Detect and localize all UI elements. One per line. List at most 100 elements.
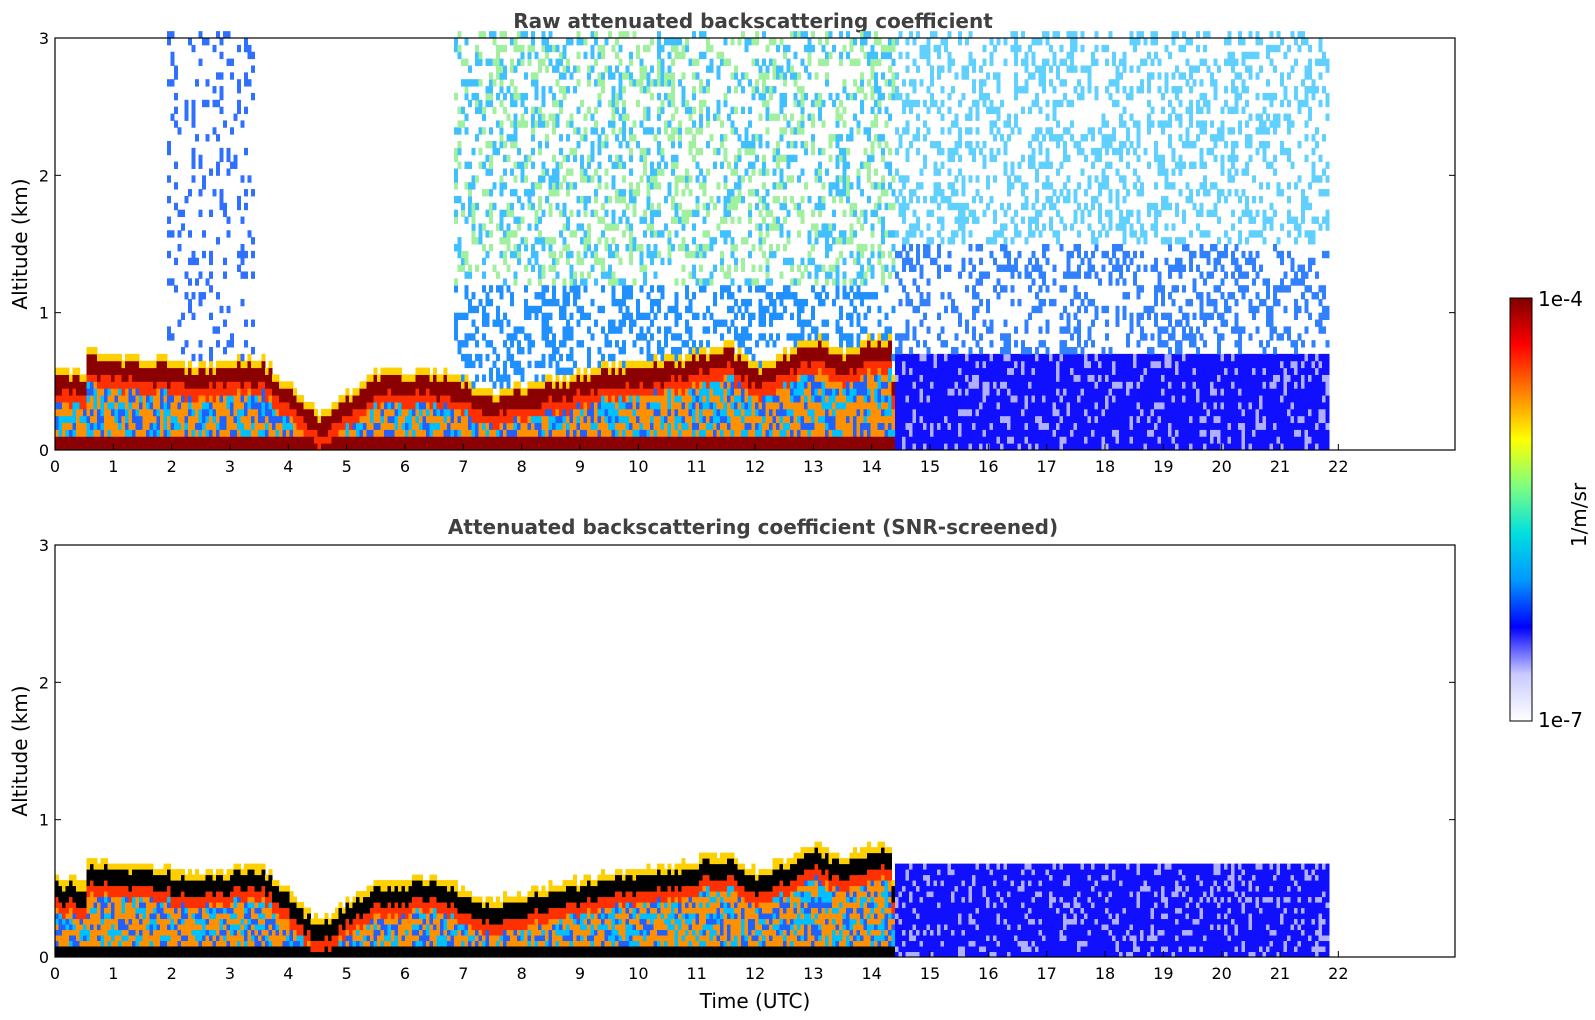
- heatmap-cell: [713, 202, 717, 211]
- heatmap-cell: [741, 436, 745, 444]
- heatmap-cell: [83, 436, 87, 444]
- heatmap-cell: [422, 429, 427, 437]
- heatmap-cell: [489, 395, 493, 403]
- heatmap-cell: [247, 443, 252, 451]
- heatmap-cell: [839, 31, 843, 39]
- heatmap-cell: [839, 443, 843, 451]
- heatmap-cell: [681, 72, 686, 80]
- heatmap-cell: [832, 367, 836, 375]
- heatmap-cell: [587, 347, 591, 355]
- heatmap-cell: [184, 429, 189, 437]
- heatmap-cell: [429, 429, 434, 437]
- heatmap-cell: [643, 436, 647, 444]
- heatmap-cell: [97, 408, 101, 417]
- heatmap-cell: [685, 326, 689, 334]
- heatmap-cell: [821, 230, 826, 238]
- heatmap-cell: [83, 395, 87, 403]
- heatmap-cell: [300, 429, 304, 437]
- heatmap-cell: [800, 395, 805, 403]
- heatmap-cell: [814, 401, 819, 410]
- heatmap-cell: [681, 237, 686, 245]
- heatmap-cell: [786, 141, 791, 149]
- heatmap-cell: [100, 436, 105, 444]
- heatmap-cell: [541, 237, 546, 245]
- heatmap-cell: [366, 436, 371, 444]
- heatmap-cell: [709, 388, 714, 396]
- heatmap-cell: [723, 429, 728, 437]
- heatmap-cell: [797, 305, 801, 314]
- heatmap-cell: [618, 401, 623, 410]
- heatmap-cell: [629, 367, 633, 375]
- heatmap-cell: [349, 401, 353, 410]
- heatmap-cell: [783, 415, 787, 424]
- heatmap-cell: [674, 305, 679, 314]
- heatmap-cell: [657, 58, 661, 66]
- heatmap-cell: [748, 250, 752, 259]
- heatmap-cell: [517, 44, 521, 53]
- heatmap-cell: [100, 422, 105, 430]
- heatmap-cell: [520, 216, 525, 224]
- heatmap-cell: [461, 312, 465, 321]
- heatmap-cell: [594, 31, 598, 39]
- heatmap-cell: [240, 422, 245, 430]
- heatmap-cell: [776, 44, 780, 53]
- heatmap-cell: [566, 401, 570, 410]
- heatmap-cell: [195, 395, 199, 403]
- heatmap-cell: [83, 443, 87, 451]
- heatmap-cell: [237, 401, 241, 410]
- heatmap-cell: [223, 443, 227, 451]
- heatmap-cell: [653, 182, 658, 190]
- heatmap-cell: [373, 429, 378, 437]
- heatmap-cell: [461, 257, 465, 266]
- heatmap-cell: [464, 374, 469, 382]
- heatmap-cell: [629, 436, 633, 444]
- heatmap-cell: [783, 292, 787, 300]
- heatmap-cell: [433, 401, 437, 410]
- heatmap-cell: [198, 367, 203, 375]
- heatmap-cell: [531, 415, 535, 424]
- heatmap-cell: [398, 422, 402, 430]
- heatmap-cell: [849, 360, 854, 369]
- heatmap-cell: [835, 292, 840, 300]
- heatmap-cell: [587, 65, 591, 73]
- heatmap-cell: [793, 141, 798, 149]
- heatmap-cell: [527, 347, 532, 355]
- heatmap-cell: [415, 415, 420, 424]
- heatmap-cell: [748, 401, 752, 410]
- heatmap-cell: [205, 429, 210, 437]
- heatmap-cell: [489, 92, 493, 101]
- heatmap-cell: [706, 202, 710, 211]
- heatmap-cell: [849, 202, 854, 211]
- heatmap-cell: [569, 230, 574, 238]
- heatmap-cell: [751, 429, 756, 437]
- heatmap-cell: [601, 79, 605, 87]
- heatmap-cell: [107, 388, 112, 396]
- heatmap-cell: [569, 168, 574, 176]
- heatmap-cell: [678, 202, 682, 211]
- heatmap-cell: [842, 79, 847, 87]
- heatmap-cell: [552, 113, 556, 121]
- heatmap-cell: [587, 408, 591, 417]
- heatmap-cell: [100, 388, 105, 396]
- heatmap-cell: [723, 401, 728, 410]
- heatmap-cell: [639, 408, 644, 417]
- heatmap-cell: [562, 443, 567, 451]
- heatmap-cell: [401, 388, 406, 396]
- heatmap-cell: [394, 408, 399, 417]
- heatmap-cell: [779, 154, 784, 163]
- heatmap-cell: [408, 395, 413, 403]
- heatmap-cell: [394, 443, 399, 451]
- heatmap-cell: [538, 216, 542, 224]
- heatmap-cell: [632, 408, 637, 417]
- heatmap-cell: [769, 92, 773, 101]
- heatmap-cell: [370, 443, 374, 451]
- heatmap-cell: [618, 44, 623, 53]
- heatmap-cell: [482, 422, 486, 430]
- heatmap-cell: [597, 216, 602, 224]
- heatmap-cell: [835, 285, 840, 293]
- heatmap-cell: [580, 195, 584, 204]
- heatmap-cell: [762, 92, 766, 101]
- heatmap-cell: [202, 38, 206, 46]
- heatmap-cell: [615, 250, 619, 259]
- heatmap-cell: [359, 422, 364, 430]
